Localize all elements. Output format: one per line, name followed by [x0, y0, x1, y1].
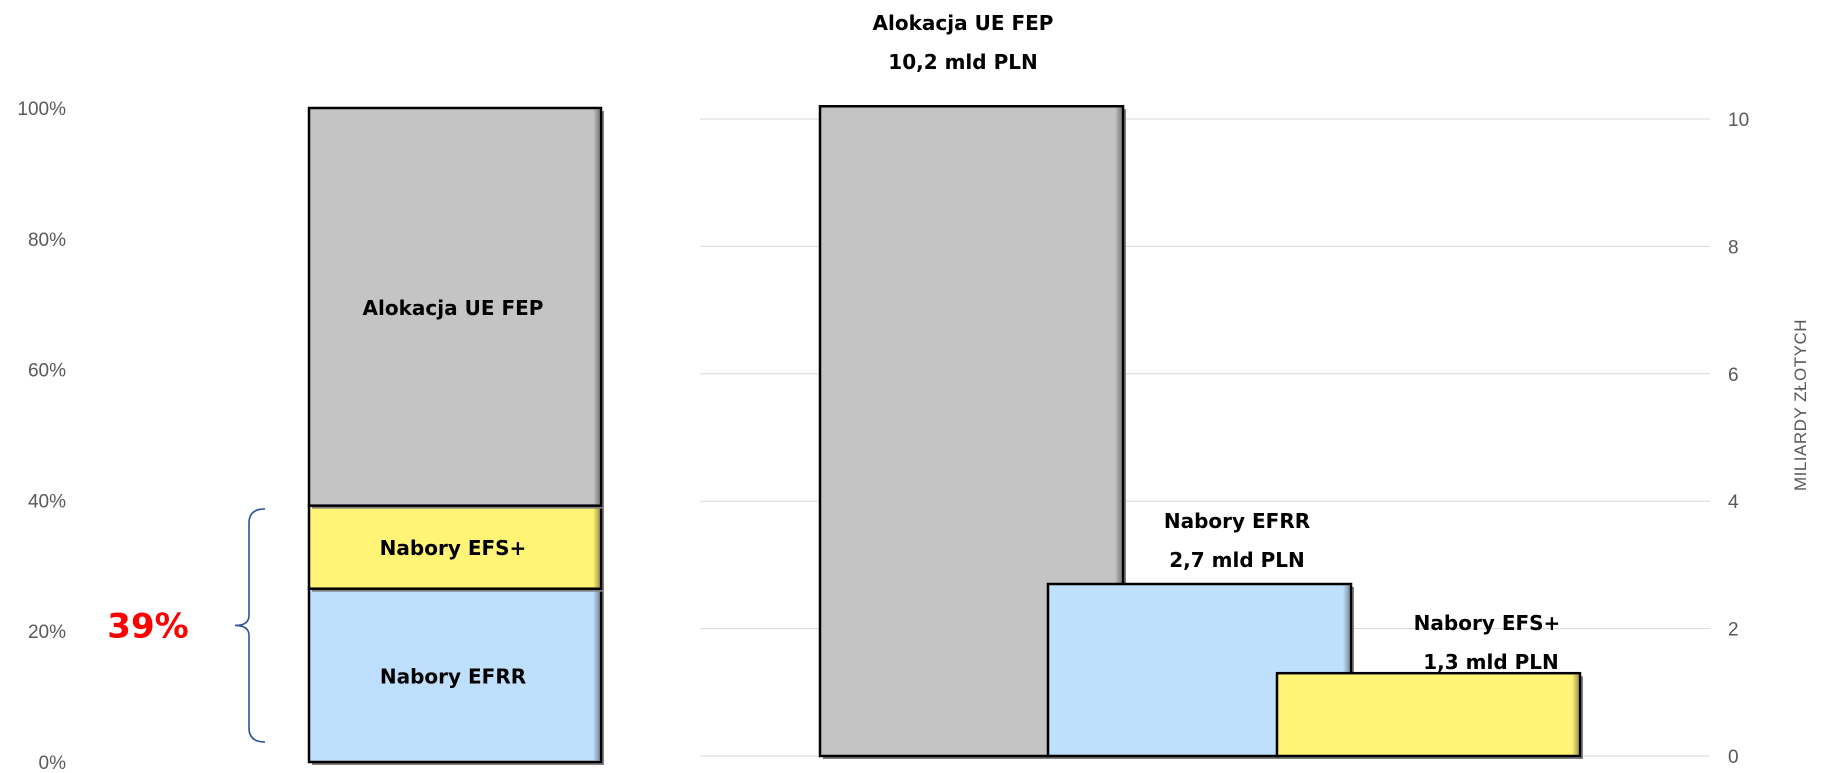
left-y-tick: 100%	[17, 99, 66, 120]
billions-bar-chart: 0 2 4 6 8 10 Alokacja UE FEP 10,2 mld PLN Nabory…	[700, 11, 1749, 768]
bar-data-label: Nabory EFS+	[1414, 611, 1561, 635]
bar-data-label: 2,7 mld PLN	[1169, 548, 1305, 572]
left-y-tick: 80%	[28, 230, 66, 251]
right-y-tick: 8	[1728, 237, 1739, 258]
stacked-percent-chart: 0% 20% 40% 60% 80% 100% Nabory EFRR Nabory EFS+…	[17, 99, 604, 773]
stacked-segment-2	[307, 106, 604, 509]
segment-label: Alokacja UE FEP	[363, 296, 544, 320]
bar-data-label: 10,2 mld PLN	[888, 50, 1037, 74]
bar-data-label: 1,3 mld PLN	[1423, 650, 1559, 674]
stacked-segment-1-fill	[307, 504, 603, 590]
left-y-tick: 20%	[28, 622, 66, 643]
segment-label: Nabory EFS+	[380, 536, 527, 560]
right-y-tick: 0	[1728, 747, 1739, 768]
curly-brace	[234, 508, 266, 743]
stacked-segment-0-bevel	[593, 590, 600, 761]
right-y-tick: 2	[1728, 620, 1739, 641]
left-y-tick: 60%	[28, 361, 66, 382]
right-y-tick: 4	[1728, 492, 1739, 513]
brace-percentage-label: 39%	[107, 606, 188, 646]
segment-label: Nabory EFRR	[380, 664, 526, 688]
value-bar-1-bevel	[1343, 585, 1350, 755]
stacked-segment-1	[307, 504, 604, 592]
bar-data-label: Alokacja UE FEP	[873, 11, 1054, 35]
left-y-tick: 40%	[28, 491, 66, 512]
stacked-segment-1-bevel	[593, 507, 600, 588]
right-axis-title: MILIARDY ZŁOTYCH	[1791, 319, 1810, 491]
stacked-segment-0-fill	[307, 587, 603, 764]
value-bar-2-fill	[1275, 671, 1582, 758]
stacked-segment-2-bevel	[593, 109, 600, 505]
left-y-tick: 0%	[39, 753, 67, 773]
right-y-tick: 6	[1728, 365, 1739, 386]
value-bar-0-bevel	[1115, 107, 1122, 755]
bar-data-label: Nabory EFRR	[1164, 509, 1310, 533]
value-bar-2	[1275, 671, 1583, 759]
value-bar-2-bevel	[1572, 674, 1579, 755]
stacked-segment-0	[307, 587, 604, 765]
stacked-segment-2-fill	[307, 106, 603, 507]
right-y-tick: 10	[1728, 110, 1749, 131]
